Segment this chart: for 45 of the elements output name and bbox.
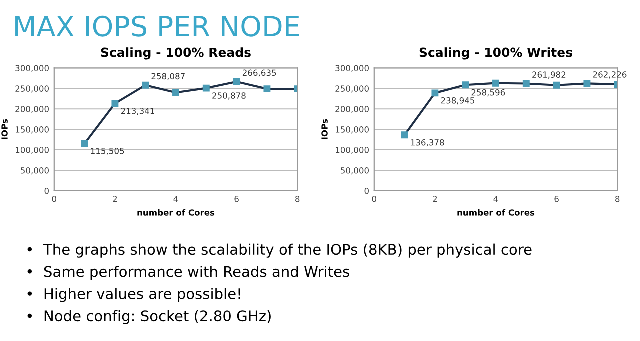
data-label: 213,341 [121, 108, 154, 116]
data-label: 266,635 [242, 70, 276, 77]
y-tick-label: 200,000 [336, 106, 369, 114]
y-tick-label: 150,000 [16, 126, 49, 134]
data-label: 261,982 [532, 72, 566, 79]
x-tick-label: 0 [52, 196, 56, 202]
chart-title: Scaling - 100% Reads [101, 48, 251, 60]
x-tick-label: 4 [494, 196, 498, 202]
x-tick-label: 6 [554, 196, 559, 202]
y-tick-label: 50,000 [21, 167, 49, 175]
text: • Node config: Socket (2.80 GHz) [28, 310, 271, 324]
text: • The graphs show the scalability of the IOPs (8KB) per physical core [28, 244, 532, 258]
y-tick-label: 50,000 [341, 167, 369, 175]
data-label: 115,505 [91, 148, 124, 156]
data-label: 250,878 [212, 92, 246, 100]
data-label: 258,596 [472, 89, 506, 97]
text: • Higher values are possible! [28, 288, 240, 302]
x-tick-label: 2 [113, 196, 118, 202]
x-tick-label: 0 [372, 196, 376, 202]
y-tick-label: 250,000 [16, 86, 49, 93]
x-axis-title: number of Cores [458, 209, 535, 216]
x-tick-label: 8 [616, 196, 620, 202]
y-tick-label: 0 [364, 188, 369, 194]
data-label: 262,226 [593, 72, 627, 79]
chart-title: Scaling - 100% Writes [420, 48, 572, 60]
text: MAX IOPS PER NODE [16, 16, 300, 37]
y-tick-label: 150,000 [336, 126, 369, 134]
y-tick-label: 300,000 [336, 65, 369, 72]
x-tick-label: 8 [296, 196, 300, 202]
x-axis-title: number of Cores [138, 209, 215, 216]
y-tick-label: 200,000 [16, 106, 49, 114]
y-axis-title: IOPs [2, 119, 8, 140]
y-tick-label: 250,000 [336, 86, 369, 93]
data-label: 238,945 [441, 98, 474, 105]
text: • Same performance with Reads and Writes [28, 266, 350, 280]
y-tick-label: 300,000 [16, 65, 49, 72]
x-tick-label: 2 [433, 196, 438, 202]
y-tick-label: 100,000 [16, 147, 49, 154]
x-tick-label: 4 [174, 196, 178, 202]
x-tick-label: 6 [234, 196, 239, 202]
y-axis-title: IOPs [322, 119, 328, 140]
y-tick-label: 100,000 [336, 147, 369, 154]
y-tick-label: 0 [44, 188, 49, 194]
data-label: 258,087 [152, 73, 185, 80]
data-label: 136,378 [411, 139, 444, 147]
